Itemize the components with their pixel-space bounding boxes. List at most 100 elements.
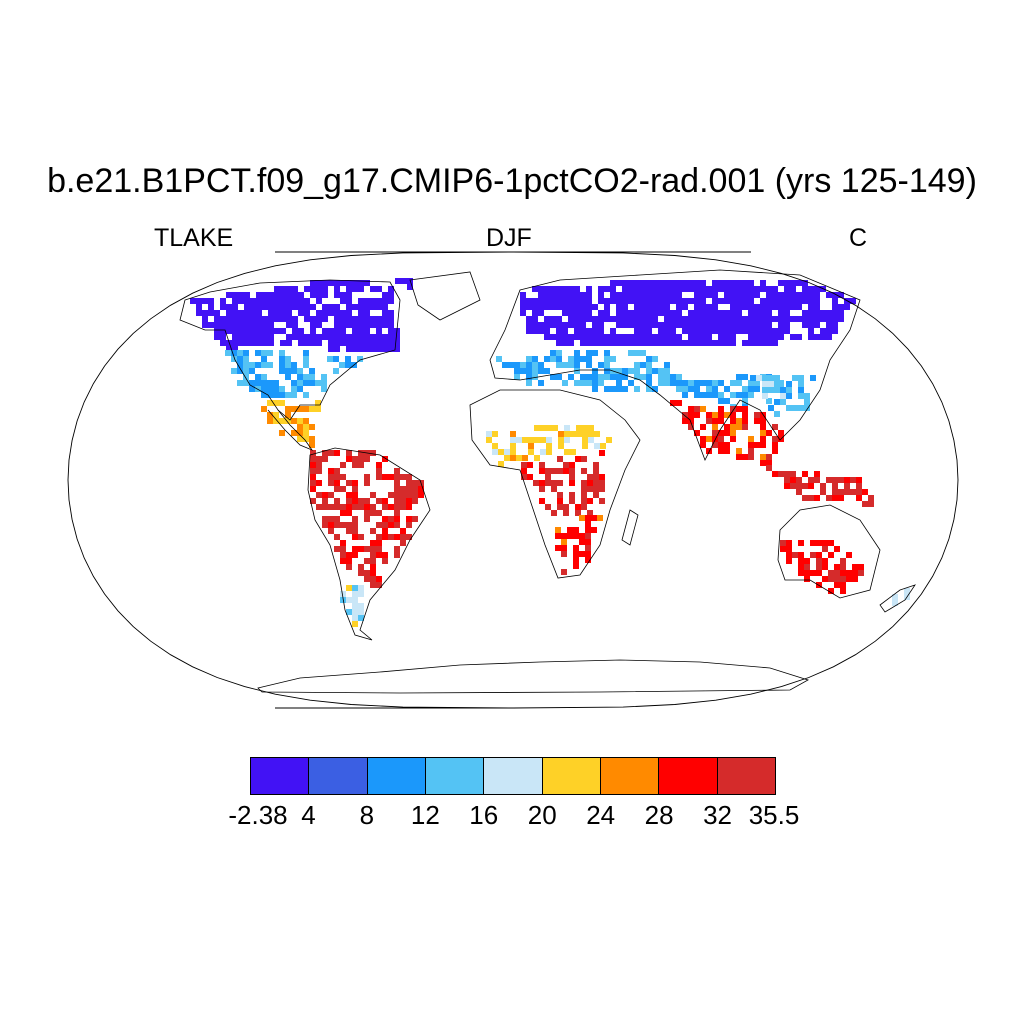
grid-cell — [516, 455, 522, 461]
grid-cell — [267, 362, 273, 368]
grid-cell — [676, 374, 682, 380]
grid-cell — [328, 522, 334, 528]
grid-cell — [592, 380, 598, 386]
grid-cell — [682, 386, 688, 392]
grid-cell — [550, 350, 556, 356]
grid-cell — [249, 380, 255, 386]
grid-cell — [712, 328, 718, 334]
grid-cell — [280, 316, 286, 322]
grid-cell — [742, 418, 748, 424]
grid-cell — [412, 480, 418, 486]
grid-cell — [322, 516, 328, 522]
grid-cell — [724, 286, 730, 292]
grid-cell — [285, 418, 291, 424]
grid-cell — [784, 292, 790, 298]
grid-cell — [352, 597, 358, 603]
grid-cell — [358, 609, 364, 615]
grid-cell — [267, 418, 273, 424]
grid-cell — [352, 546, 358, 552]
grid-cell — [232, 328, 238, 334]
grid-cell — [756, 375, 762, 381]
grid-cell — [268, 292, 274, 298]
coastline-greenland — [409, 271, 481, 321]
grid-cell — [718, 430, 724, 436]
grid-cell — [220, 334, 226, 340]
grid-cell — [676, 400, 682, 406]
grid-cell — [748, 386, 754, 392]
grid-cell — [340, 340, 346, 346]
grid-cell — [694, 316, 700, 322]
grid-cell — [297, 430, 303, 436]
grid-cell — [574, 362, 580, 368]
grid-cell — [528, 449, 534, 455]
coastline-new-zealand — [879, 584, 916, 613]
grid-cell — [700, 322, 706, 328]
grid-cell — [334, 498, 340, 504]
grid-cell — [370, 570, 376, 576]
grid-cell — [370, 510, 376, 516]
grid-cell — [364, 298, 370, 304]
grid-cell — [352, 486, 358, 492]
grid-cell — [706, 310, 712, 316]
grid-cell — [808, 477, 814, 483]
grid-cell — [798, 393, 804, 399]
grid-cell — [574, 380, 580, 386]
grid-cell — [231, 350, 237, 356]
grid-cell — [850, 489, 856, 495]
grid-cell — [840, 582, 846, 588]
grid-cell — [832, 322, 838, 328]
grid-cell — [856, 489, 862, 495]
grid-cell — [538, 286, 544, 292]
grid-cell — [610, 286, 616, 292]
grid-cell — [730, 280, 736, 286]
grid-cell — [802, 495, 808, 501]
grid-cell — [255, 350, 261, 356]
grid-cell — [576, 431, 582, 437]
grid-cell — [557, 480, 563, 486]
grid-cell — [486, 431, 492, 437]
grid-cell — [634, 340, 640, 346]
grid-cell — [352, 462, 358, 468]
grid-cell — [388, 492, 394, 498]
colorbar-labels: -2.38 4 8 12 16 20 24 28 32 35.5 — [0, 800, 1024, 840]
grid-cell — [322, 328, 328, 334]
grid-cell — [334, 480, 340, 486]
grid-cell — [394, 346, 400, 352]
grid-cell — [682, 298, 688, 304]
grid-cell — [310, 280, 316, 286]
grid-cell — [226, 322, 232, 328]
grid-cell — [352, 456, 358, 462]
grid-cell — [790, 286, 796, 292]
grid-cell — [724, 280, 730, 286]
grid-cell — [358, 316, 364, 322]
grid-cell — [310, 334, 316, 340]
grid-cell — [724, 298, 730, 304]
grid-cell — [640, 298, 646, 304]
grid-cell — [802, 286, 808, 292]
grid-cell — [562, 310, 568, 316]
grid-cell — [214, 310, 220, 316]
grid-cell — [315, 400, 321, 406]
grid-cell — [262, 304, 268, 310]
grid-cell — [316, 280, 322, 286]
grid-cell — [406, 534, 412, 540]
grid-cell — [582, 425, 588, 431]
grid-cell — [587, 480, 593, 486]
grid-cell — [492, 431, 498, 437]
grid-cell — [706, 328, 712, 334]
grid-cell — [298, 292, 304, 298]
grid-cell — [786, 387, 792, 393]
grid-cell — [586, 328, 592, 334]
grid-cell — [262, 334, 268, 340]
grid-cell — [688, 340, 694, 346]
grid-cell — [328, 474, 334, 480]
grid-cell — [557, 492, 563, 498]
grid-cell — [297, 368, 303, 374]
grid-cell — [340, 462, 346, 468]
grid-cell — [760, 298, 766, 304]
grid-cell — [646, 368, 652, 374]
grid-cell — [316, 468, 322, 474]
grid-cell — [303, 424, 309, 430]
grid-cell — [706, 334, 712, 340]
